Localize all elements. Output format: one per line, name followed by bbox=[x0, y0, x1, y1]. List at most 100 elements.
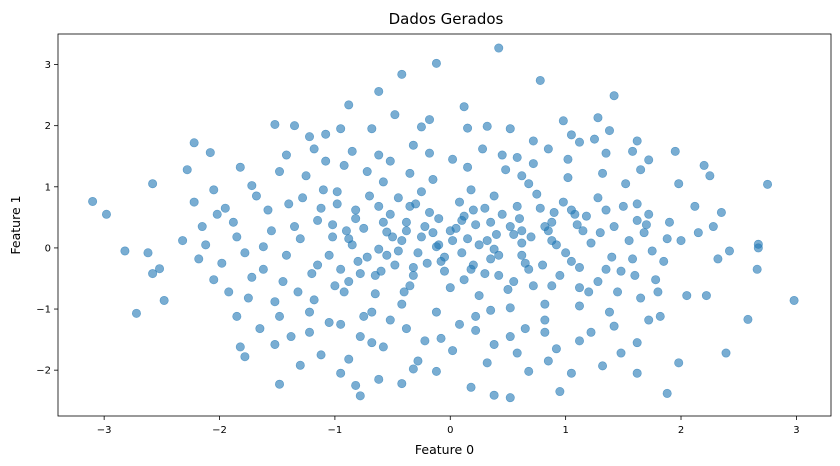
scatter-point bbox=[616, 266, 626, 276]
scatter-point bbox=[355, 391, 365, 401]
scatter-point bbox=[367, 338, 377, 348]
scatter-point bbox=[189, 197, 199, 207]
scatter-point bbox=[628, 146, 638, 156]
scatter-point bbox=[598, 168, 608, 178]
scatter-point bbox=[270, 119, 280, 129]
scatter-point bbox=[445, 226, 455, 236]
scatter-point bbox=[378, 342, 388, 352]
scatter-point bbox=[321, 156, 331, 166]
scatter-point bbox=[593, 113, 603, 123]
scatter-point bbox=[436, 333, 446, 343]
scatter-point bbox=[540, 299, 550, 309]
scatter-point bbox=[424, 115, 434, 125]
scatter-point bbox=[448, 346, 458, 356]
scatter-point bbox=[347, 146, 357, 156]
scatter-point bbox=[275, 311, 285, 321]
scatter-point bbox=[416, 187, 426, 197]
scatter-points bbox=[88, 43, 799, 403]
scatter-point bbox=[148, 269, 158, 279]
scatter-point bbox=[474, 240, 484, 250]
scatter-point bbox=[439, 252, 449, 262]
scatter-point bbox=[632, 215, 642, 225]
scatter-point bbox=[420, 336, 430, 346]
scatter-point bbox=[763, 179, 773, 189]
scatter-point bbox=[362, 252, 372, 262]
x-tick-label: −3 bbox=[97, 425, 112, 436]
scatter-point bbox=[609, 222, 619, 232]
scatter-point bbox=[701, 291, 711, 301]
scatter-point bbox=[535, 75, 545, 85]
scatter-point bbox=[275, 167, 285, 177]
scatter-point bbox=[609, 91, 619, 101]
scatter-point bbox=[416, 232, 426, 242]
scatter-point bbox=[374, 374, 384, 384]
scatter-point bbox=[716, 207, 726, 217]
scatter-point bbox=[434, 214, 444, 224]
scatter-point bbox=[463, 123, 473, 133]
scatter-point bbox=[618, 201, 628, 211]
scatter-point bbox=[309, 295, 319, 305]
scatter-point bbox=[478, 144, 488, 154]
scatter-point bbox=[235, 342, 245, 352]
scatter-point bbox=[724, 246, 734, 256]
scatter-point bbox=[397, 299, 407, 309]
scatter-point bbox=[721, 348, 731, 358]
scatter-point bbox=[290, 121, 300, 131]
scatter-point bbox=[651, 275, 661, 285]
scatter-point bbox=[601, 264, 611, 274]
scatter-point bbox=[468, 205, 478, 215]
x-axis-ticks: −3 −2 −1 0 1 2 3 bbox=[97, 416, 800, 436]
scatter-point bbox=[549, 207, 559, 217]
scatter-point bbox=[431, 58, 441, 68]
scatter-point bbox=[463, 162, 473, 172]
scatter-point bbox=[270, 297, 280, 307]
scatter-point bbox=[512, 201, 522, 211]
scatter-point bbox=[88, 196, 98, 206]
scatter-point bbox=[408, 140, 418, 150]
scatter-point bbox=[574, 137, 584, 147]
scatter-point bbox=[574, 283, 584, 293]
scatter-point bbox=[509, 277, 519, 287]
scatter-point bbox=[538, 260, 548, 270]
scatter-point bbox=[232, 232, 242, 242]
scatter-point bbox=[405, 168, 415, 178]
scatter-point bbox=[240, 248, 250, 258]
scatter-point bbox=[235, 162, 245, 172]
scatter-point bbox=[659, 256, 669, 266]
scatter-point bbox=[307, 269, 317, 279]
scatter-point bbox=[607, 252, 617, 262]
scatter-point bbox=[374, 201, 384, 211]
scatter-point bbox=[653, 287, 663, 297]
scatter-point bbox=[459, 211, 469, 221]
scatter-point bbox=[593, 193, 603, 203]
scatter-point bbox=[399, 287, 409, 297]
scatter-point bbox=[339, 160, 349, 170]
scatter-point bbox=[621, 179, 631, 189]
scatter-point bbox=[558, 197, 568, 207]
scatter-point bbox=[336, 368, 346, 378]
scatter-point bbox=[494, 43, 504, 53]
scatter-point bbox=[471, 311, 481, 321]
y-tick-label: 0 bbox=[45, 243, 51, 254]
scatter-point bbox=[543, 144, 553, 154]
scatter-point bbox=[378, 217, 388, 227]
scatter-point bbox=[374, 150, 384, 160]
scatter-point bbox=[247, 272, 257, 282]
scatter-point bbox=[355, 269, 365, 279]
scatter-point bbox=[454, 197, 464, 207]
scatter-point bbox=[385, 315, 395, 325]
scatter-point bbox=[374, 244, 384, 254]
scatter-point bbox=[505, 222, 515, 232]
scatter-point bbox=[251, 191, 261, 201]
scatter-point bbox=[341, 226, 351, 236]
scatter-point bbox=[382, 250, 392, 260]
scatter-point bbox=[753, 239, 763, 249]
scatter-point bbox=[324, 317, 334, 327]
y-axis-ticks: −2 −1 0 1 2 3 bbox=[36, 60, 58, 377]
y-tick-label: −2 bbox=[36, 366, 51, 377]
scatter-point bbox=[290, 222, 300, 232]
scatter-point bbox=[528, 281, 538, 291]
scatter-point bbox=[789, 295, 799, 305]
scatter-point bbox=[505, 332, 515, 342]
scatter-point bbox=[255, 324, 265, 334]
